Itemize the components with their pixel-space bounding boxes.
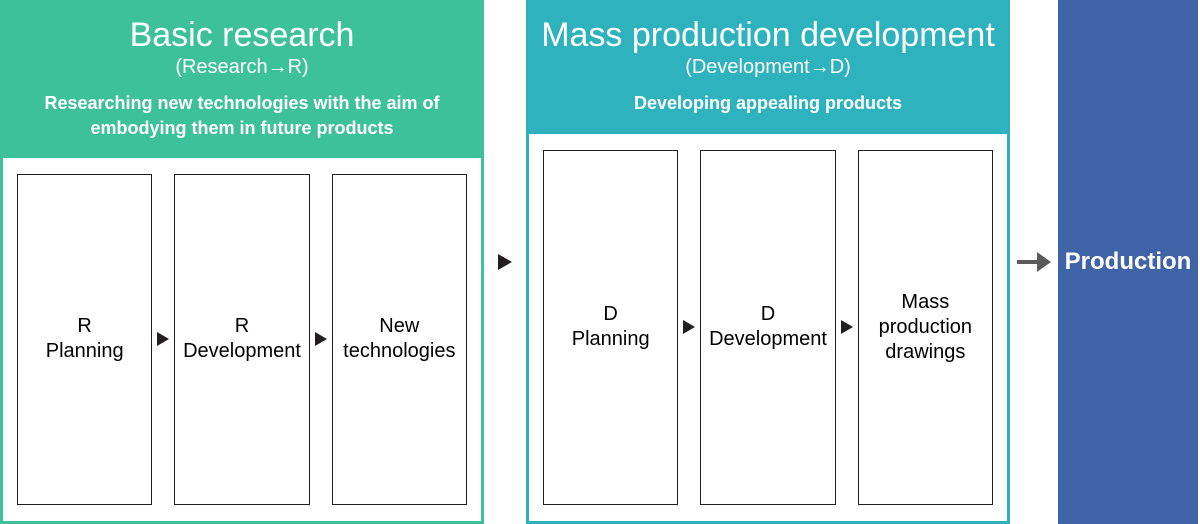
step-box: DPlanning: [543, 150, 678, 505]
phase-mass-production-development: Mass production development (Development…: [526, 0, 1010, 524]
step-box: Massproductiondrawings: [858, 150, 993, 505]
arrow-icon: [152, 174, 174, 505]
phase-body: RPlanning RDevelopment Newtechnologies: [3, 158, 481, 521]
phase-body: DPlanning DDevelopment Massproductiondra…: [529, 134, 1007, 521]
step-box: Newtechnologies: [332, 174, 467, 505]
phase-header: Mass production development (Development…: [529, 3, 1007, 134]
phase-description: Researching new technologies with the ai…: [13, 91, 471, 140]
production-block: Production: [1058, 0, 1198, 524]
big-arrow-icon: [1010, 0, 1058, 524]
arrow-icon: [836, 150, 858, 505]
arrow-icon: [310, 174, 332, 505]
arrow-icon: [484, 0, 526, 524]
phase-subtitle: (Research→R): [13, 56, 471, 79]
step-box: DDevelopment: [700, 150, 835, 505]
step-box: RPlanning: [17, 174, 152, 505]
phase-header: Basic research (Research→R) Researching …: [3, 3, 481, 158]
phase-title: Mass production development: [539, 17, 997, 54]
phase-title: Basic research: [13, 17, 471, 54]
arrow-icon: [678, 150, 700, 505]
step-box: RDevelopment: [174, 174, 309, 505]
production-label: Production: [1065, 248, 1192, 276]
phase-description: Developing appealing products: [539, 91, 997, 115]
phase-subtitle: (Development→D): [539, 56, 997, 79]
phase-basic-research: Basic research (Research→R) Researching …: [0, 0, 484, 524]
